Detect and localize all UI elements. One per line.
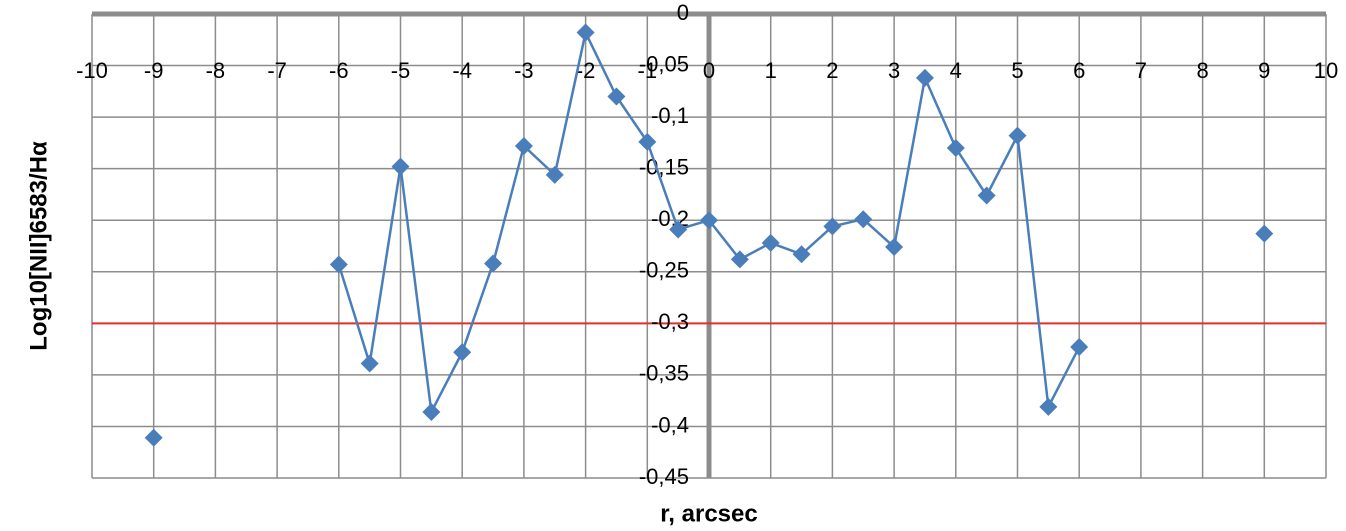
data-point [1255,224,1274,243]
x-tick-label: -1 [638,58,658,83]
data-point [915,68,934,87]
data-point [946,139,965,158]
y-axis-title: Log10[NII]6583/Hα [25,141,52,351]
data-point [700,211,718,230]
x-tick-label: 4 [950,58,962,83]
x-tick-label: 10 [1314,58,1338,83]
x-tick-label: 0 [703,58,715,83]
data-point [545,165,564,184]
data-point [391,157,410,176]
y-tick-label: -0,05 [639,51,689,76]
x-tick-label: 3 [888,58,900,83]
data-point [885,238,904,257]
x-tick-label: -8 [206,58,226,83]
x-tick-label: 2 [826,58,838,83]
y-tick-label: -0,3 [651,309,689,334]
x-tick-label: -9 [144,58,164,83]
data-point [638,132,657,151]
x-tick-label: 9 [1258,58,1270,83]
x-tick-label: 1 [765,58,777,83]
data-point [329,255,348,274]
data-point [484,254,503,273]
data-point [514,136,533,155]
data-point [669,220,688,239]
data-point [730,250,749,269]
data-point [422,403,441,422]
y-tick-label: -0,45 [639,464,689,489]
x-tick-label: -7 [267,58,287,83]
data-point [607,87,626,106]
y-tick-label: -0,1 [651,103,689,128]
data-point [1039,397,1058,416]
x-tick-label: 7 [1135,58,1147,83]
data-point [576,23,595,42]
x-tick-label: -4 [452,58,472,83]
data-point [360,354,379,373]
y-tick-label: -0,35 [639,361,689,386]
x-tick-label: 8 [1196,58,1208,83]
data-point [854,210,873,229]
data-point [761,233,780,252]
data-point [453,343,472,362]
x-tick-label: -3 [514,58,534,83]
y-tick-label: -0,25 [639,258,689,283]
x-tick-label: -10 [76,58,108,83]
x-tick-label: 5 [1011,58,1023,83]
x-tick-label: -6 [329,58,349,83]
x-axis-title: r, arcsec [660,500,757,527]
y-tick-label: 0 [677,0,689,25]
y-tick-label: -0,15 [639,154,689,179]
x-tick-label: 6 [1073,58,1085,83]
data-point [1008,126,1027,145]
data-point [823,217,842,236]
data-point [144,428,163,447]
y-tick-label: -0,4 [651,412,689,437]
data-point [1070,338,1089,357]
data-point [792,245,811,264]
data-point [977,186,996,205]
x-tick-label: -2 [576,58,596,83]
x-tick-label: -5 [391,58,411,83]
